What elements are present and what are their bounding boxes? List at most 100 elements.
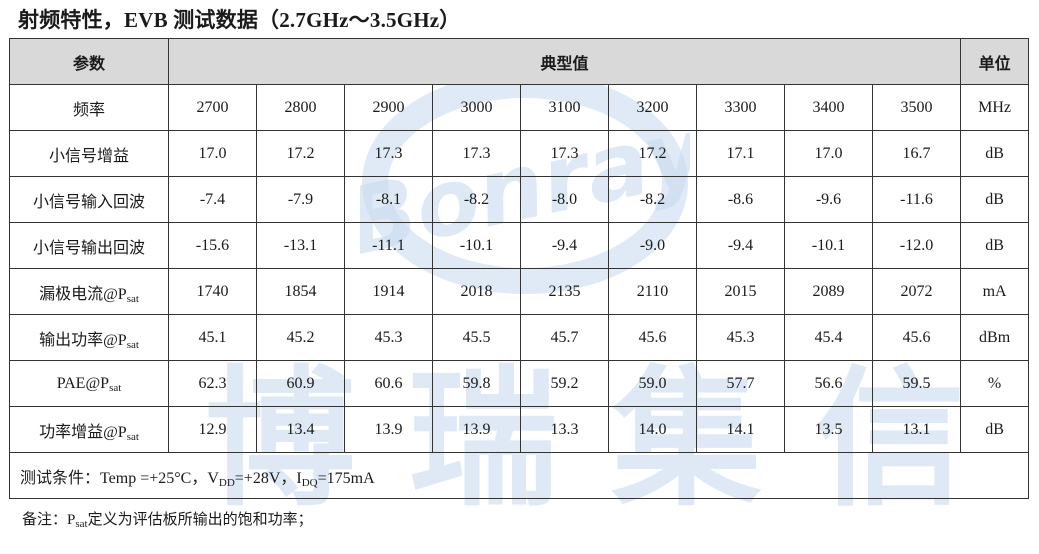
unit-cell: mA: [960, 268, 1030, 315]
param-label: 功率增益@Psat: [9, 406, 169, 453]
value-cell: 2110: [608, 268, 697, 315]
value-cell: 2018: [432, 268, 521, 315]
value-cell: 60.9: [256, 360, 345, 407]
unit-cell: %: [960, 360, 1030, 407]
value-cell: 17.2: [256, 130, 345, 177]
value-cell: 14.0: [608, 406, 697, 453]
value-cell: -13.1: [256, 222, 345, 269]
value-cell: 60.6: [344, 360, 433, 407]
table-row: PAE@Psat 62.3 60.9 60.6 59.8 59.2 59.0 57.7 56.6…: [9, 360, 1030, 407]
unit-cell: MHz: [960, 84, 1030, 131]
value-cell: 2135: [520, 268, 609, 315]
value-cell: 56.6: [784, 360, 873, 407]
param-label: 输出功率@Psat: [9, 314, 169, 361]
value-cell: -9.0: [608, 222, 697, 269]
value-cell: 59.8: [432, 360, 521, 407]
value-cell: 3400: [784, 84, 873, 131]
value-cell: 3200: [608, 84, 697, 131]
unit-cell: dBm: [960, 314, 1030, 361]
value-cell: 17.3: [432, 130, 521, 177]
value-cell: 45.3: [344, 314, 433, 361]
param-label: PAE@Psat: [9, 360, 169, 407]
value-cell: 13.9: [432, 406, 521, 453]
footnote: 备注：Psat定义为评估板所输出的饱和功率；: [22, 512, 313, 530]
value-cell: 45.1: [168, 314, 257, 361]
value-cell: 2015: [696, 268, 785, 315]
value-cell: -8.1: [344, 176, 433, 223]
unit-cell: dB: [960, 222, 1030, 269]
value-cell: 17.3: [344, 130, 433, 177]
value-cell: 17.0: [168, 130, 257, 177]
value-cell: 62.3: [168, 360, 257, 407]
header-param: 参数: [9, 38, 169, 85]
value-cell: 45.6: [871, 314, 962, 361]
param-label: 小信号增益: [9, 130, 169, 177]
value-cell: 13.9: [344, 406, 433, 453]
value-cell: 45.3: [696, 314, 785, 361]
header-unit: 单位: [960, 38, 1030, 85]
value-cell: 13.3: [520, 406, 609, 453]
value-cell: 59.0: [608, 360, 697, 407]
table-row: 小信号输入回波 -7.4 -7.9 -8.1 -8.2 -8.0 -8.2 -8.6 -9.6-…: [9, 176, 1030, 223]
table-row: 漏极电流@Psat 1740 1854 1914 2018 2135 2110 2015 208…: [9, 268, 1030, 315]
value-cell: 45.6: [608, 314, 697, 361]
value-cell: -8.0: [520, 176, 609, 223]
value-cell: -10.1: [432, 222, 521, 269]
value-cell: 3000: [432, 84, 521, 131]
value-cell: -8.2: [432, 176, 521, 223]
value-cell: -11.6: [871, 176, 962, 223]
value-cell: 2072: [871, 268, 962, 315]
value-cell: -7.9: [256, 176, 345, 223]
param-label: 漏极电流@Psat: [9, 268, 169, 315]
value-cell: -9.4: [696, 222, 785, 269]
table-row: 小信号输出回波 -15.6 -13.1 -11.1 -10.1 -9.4 -9.0 -9.4-…: [9, 222, 1030, 269]
page-title: 射频特性，EVB 测试数据（2.7GHz～3.5GHz）: [18, 8, 461, 32]
value-cell: -9.4: [520, 222, 609, 269]
value-cell: 2900: [344, 84, 433, 131]
value-cell: 13.4: [256, 406, 345, 453]
value-cell: 17.3: [520, 130, 609, 177]
test-conditions-row: 测试条件：Temp =+25°C，VDD=+28V，IDQ=175mA: [8, 452, 1030, 499]
param-label: 频率: [9, 84, 169, 131]
value-cell: -9.6: [784, 176, 873, 223]
value-cell: 45.7: [520, 314, 609, 361]
value-cell: 1854: [256, 268, 345, 315]
table-row: 频率 2700 2800 2900 3000 3100 3200 3300 3400 3500 MH…: [9, 84, 1030, 131]
value-cell: 13.1: [871, 406, 962, 453]
value-cell: 16.7: [871, 130, 962, 177]
param-label: 小信号输入回波: [9, 176, 169, 223]
value-cell: 17.1: [696, 130, 785, 177]
unit-cell: dB: [960, 130, 1030, 177]
value-cell: 1740: [168, 268, 257, 315]
value-cell: -10.1: [784, 222, 873, 269]
table-row: 小信号增益 17.0 17.2 17.3 17.3 17.3 17.2 17.1 17.0 16.…: [9, 130, 1030, 177]
value-cell: 59.5: [871, 360, 962, 407]
value-cell: 17.0: [784, 130, 873, 177]
unit-cell: dB: [960, 176, 1030, 223]
value-cell: 3300: [696, 84, 785, 131]
value-cell: 17.2: [608, 130, 697, 177]
value-cell: 59.2: [520, 360, 609, 407]
value-cell: -8.2: [608, 176, 697, 223]
value-cell: -11.1: [344, 222, 433, 269]
value-cell: 13.5: [784, 406, 873, 453]
header-typical: 典型值: [167, 38, 962, 85]
table-row: 输出功率@Psat 45.1 45.2 45.3 45.5 45.7 45.6 45.3 45.…: [9, 314, 1030, 361]
value-cell: 3500: [871, 84, 962, 131]
value-cell: 2800: [256, 84, 345, 131]
table-header-row: 参数 典型值 单位: [9, 38, 1030, 85]
table-row: 功率增益@Psat 12.9 13.4 13.9 13.9 13.3 14.0 14.1 13.…: [9, 406, 1030, 453]
value-cell: -12.0: [871, 222, 962, 269]
value-cell: 1914: [344, 268, 433, 315]
value-cell: 14.1: [696, 406, 785, 453]
test-conditions: 测试条件：Temp =+25°C，VDD=+28V，IDQ=175mA: [8, 452, 1030, 499]
value-cell: 57.7: [696, 360, 785, 407]
value-cell: -15.6: [168, 222, 257, 269]
value-cell: 45.4: [784, 314, 873, 361]
unit-cell: dB: [960, 406, 1030, 453]
value-cell: 12.9: [168, 406, 257, 453]
value-cell: -8.6: [696, 176, 785, 223]
value-cell: 45.5: [432, 314, 521, 361]
value-cell: 45.2: [256, 314, 345, 361]
value-cell: -7.4: [168, 176, 257, 223]
